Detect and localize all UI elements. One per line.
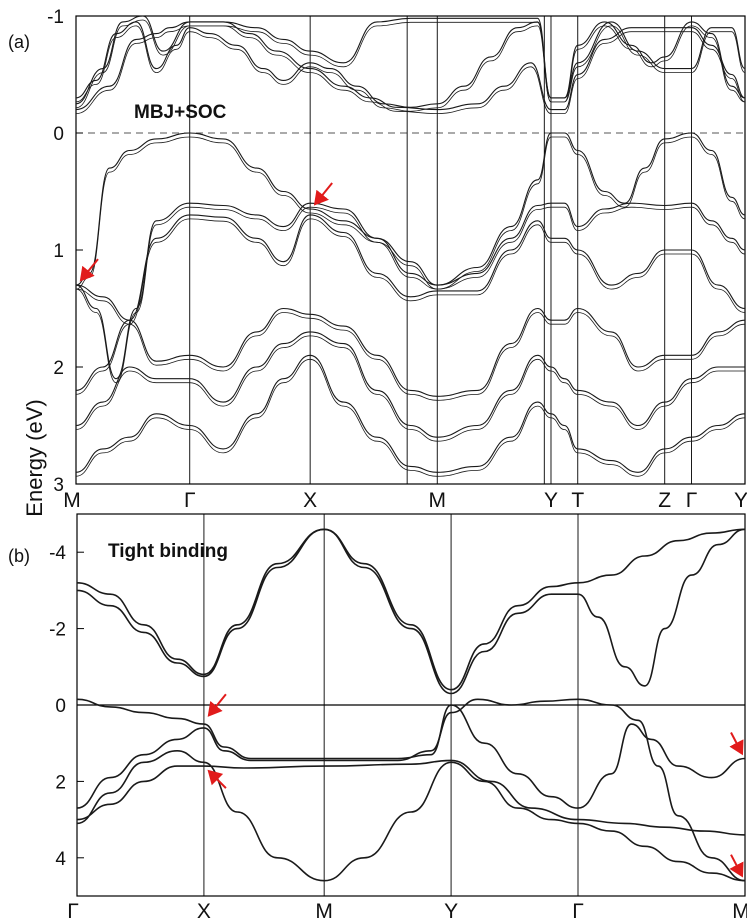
kpoint-label: M: [732, 900, 747, 920]
red-arrow: [729, 732, 744, 756]
red-arrow: [729, 854, 744, 878]
panel-a-y-ticks: -1 0 1 2 3: [47, 7, 83, 496]
panel-b-arrows: [207, 693, 744, 878]
y-tick-label: 0: [55, 696, 66, 717]
panel-a-frame: [75, 15, 746, 485]
band-line-6: [75, 307, 746, 397]
band-line-3: [76, 698, 746, 882]
kpoint-label: Γ: [67, 900, 79, 920]
band-line-4: [75, 202, 746, 380]
kpoint-label: Z: [658, 489, 671, 512]
band-line-1-split: [75, 19, 746, 109]
band-line-2: [76, 698, 746, 809]
band-line-4: [76, 749, 746, 882]
kpoint-label: M: [429, 489, 447, 512]
band-line-0: [75, 21, 746, 108]
y-axis-label: Energy (eV): [22, 399, 47, 516]
panel-b-bands: [76, 528, 746, 882]
band-line-1: [76, 528, 746, 695]
band-line-5: [76, 759, 746, 836]
panel-b-kpoint-lines: [77, 514, 745, 896]
band-line-3-split: [75, 136, 746, 290]
y-tick-label: 1: [53, 241, 64, 262]
band-line-2: [75, 21, 746, 111]
kpoint-label: Γ: [184, 489, 196, 512]
y-tick-label: -4: [49, 543, 66, 564]
band-line-5-split: [75, 218, 746, 325]
red-arrow: [207, 693, 227, 717]
band-line-8-split: [75, 358, 746, 477]
band-line-1: [75, 15, 746, 105]
band-line-4-split: [75, 206, 746, 384]
kpoint-label: Γ: [572, 900, 584, 920]
kpoint-label: M: [63, 489, 81, 512]
y-tick-label: 2: [55, 772, 66, 793]
kpoint-label: Y: [444, 900, 458, 920]
band-line-0: [76, 528, 746, 691]
y-tick-label: 0: [53, 124, 64, 145]
panel-a-kpoint-lines: [76, 16, 745, 484]
band-line-3: [75, 132, 746, 286]
kpoint-label: Y: [734, 489, 747, 512]
panel-a-title: MBJ+SOC: [134, 102, 227, 123]
kpoint-label: Y: [544, 489, 558, 512]
kpoint-label: X: [197, 900, 211, 920]
red-arrow: [207, 769, 227, 789]
panel-a-bands: [75, 15, 746, 477]
panel-b-title: Tight binding: [108, 541, 228, 562]
plot-frame: [75, 15, 746, 485]
band-line-7-split: [75, 335, 745, 442]
band-line-7: [75, 331, 745, 438]
band-line-6-split: [75, 312, 746, 401]
kpoint-label: Γ: [686, 489, 698, 512]
kpoint-label: M: [315, 900, 333, 920]
y-tick-label: -2: [49, 620, 66, 641]
panel-a-arrows: [79, 182, 333, 282]
red-arrow: [313, 182, 333, 206]
band-line-0-split: [75, 25, 746, 112]
panel-b-y-ticks: -4 -2 0 2 4: [49, 543, 84, 870]
band-line-5: [75, 214, 746, 321]
y-tick-label: 3: [53, 475, 64, 496]
kpoint-label: T: [571, 489, 584, 512]
panel-b-label: (b): [8, 546, 30, 566]
y-tick-label: 4: [55, 849, 66, 870]
y-tick-label: -1: [47, 7, 64, 28]
band-line-8: [75, 354, 746, 473]
band-line-2-split: [75, 25, 746, 115]
red-arrow: [79, 258, 99, 282]
panel-a-label: (a): [8, 32, 30, 52]
y-tick-label: 2: [53, 358, 64, 379]
panel-b: (b) Tight binding -4 -2 0 2 4 Γ X M Y Γ M: [8, 513, 747, 920]
kpoint-label: X: [303, 489, 317, 512]
